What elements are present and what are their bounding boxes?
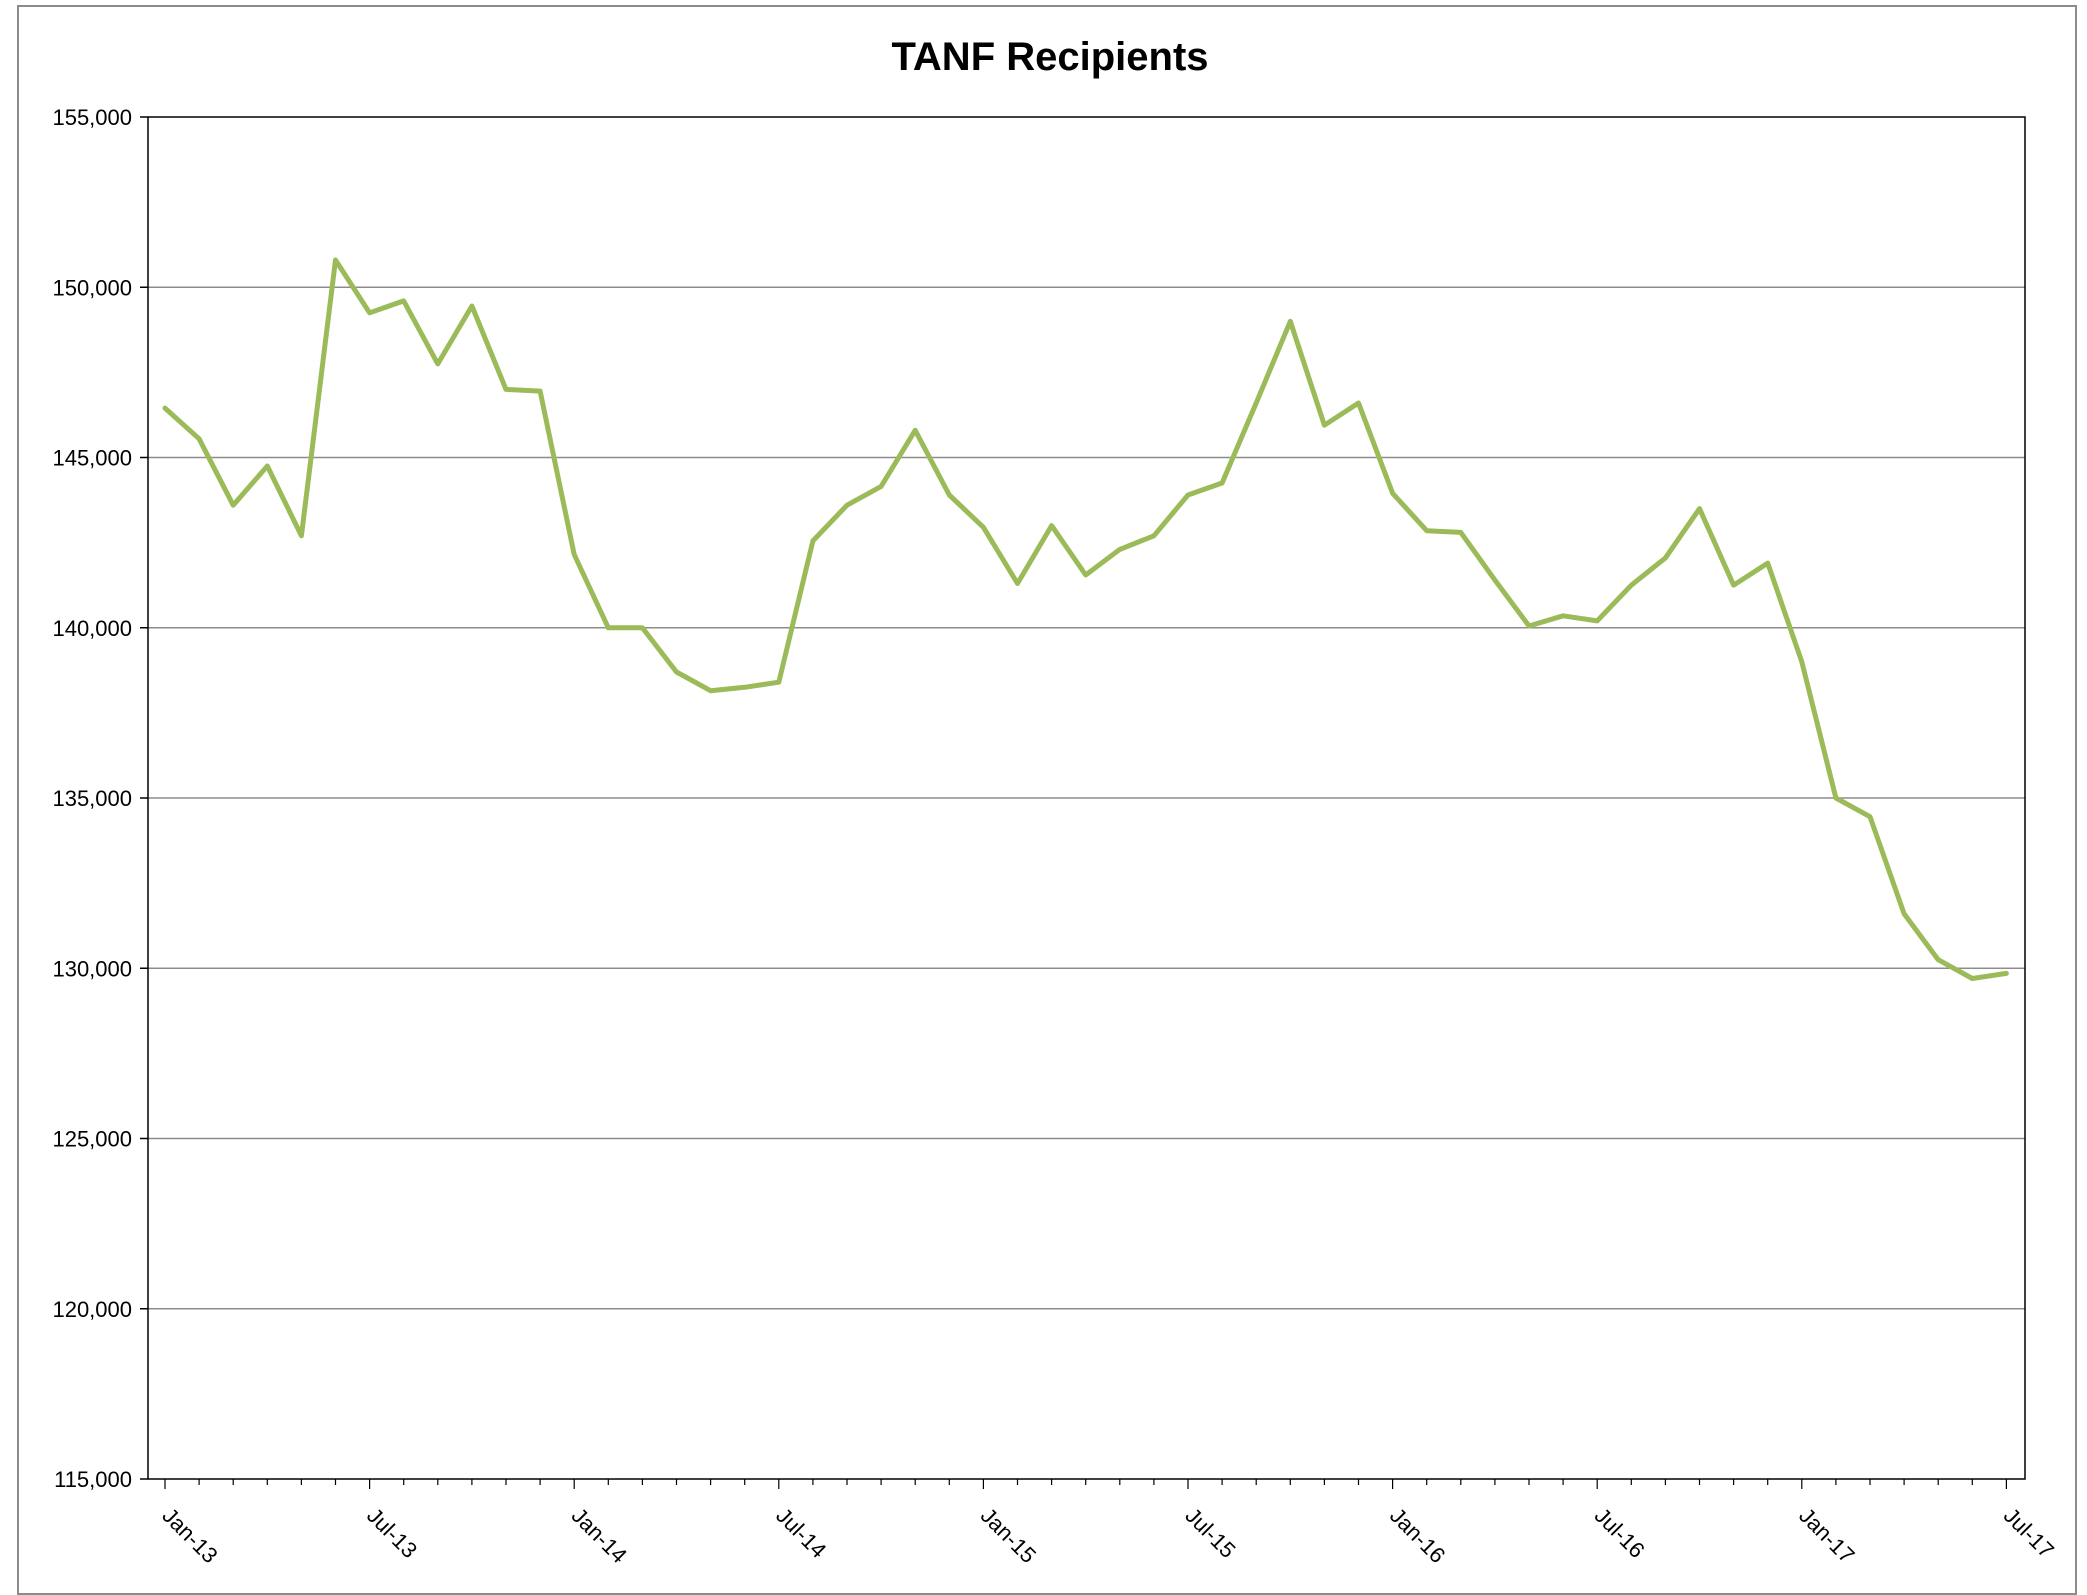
y-tick-label-5: 140,000: [52, 616, 132, 641]
y-tick-label-7: 150,000: [52, 275, 132, 300]
chart-title: TANF Recipients: [891, 35, 1208, 79]
axes: [140, 116, 2026, 1489]
x-tick-label-3: Jul-14: [771, 1503, 831, 1563]
y-tick-label-1: 120,000: [52, 1297, 132, 1322]
y-tick-label-4: 135,000: [52, 786, 132, 811]
series-line-tanf-recipients: [162, 257, 2009, 981]
x-tick-label-1: Jul-13: [362, 1503, 422, 1563]
x-tick-label-2: Jan-14: [567, 1503, 632, 1568]
y-tick-label-8: 155,000: [52, 105, 132, 130]
y-tick-label-3: 130,000: [52, 956, 132, 981]
x-tick-label-7: Jul-16: [1590, 1503, 1650, 1563]
x-tick-label-5: Jul-15: [1180, 1503, 1240, 1563]
y-tick-label-6: 145,000: [52, 446, 132, 471]
data-series: [162, 257, 2009, 981]
x-axis-tick-labels: Jan-13 Jul-13 Jan-14 Jul-14 Jan-15 Jul-15 Jan-…: [157, 1503, 2058, 1568]
x-tick-label-8: Jan-17: [1794, 1503, 1859, 1568]
y-tick-label-2: 125,000: [52, 1127, 132, 1152]
x-tick-label-4: Jan-15: [976, 1503, 1041, 1568]
x-tick-label-0: Jan-13: [157, 1503, 222, 1568]
y-tick-label-0: 115,000: [54, 1467, 132, 1492]
x-tick-label-6: Jan-16: [1385, 1503, 1450, 1568]
x-tick-label-9: Jul-17: [1999, 1503, 2059, 1563]
y-axis-tick-labels: 115,000 120,000 125,000 130,000 135,000 140,0…: [52, 105, 132, 1492]
chart-frame: [17, 5, 2077, 1595]
gridlines: [148, 286, 2025, 1310]
